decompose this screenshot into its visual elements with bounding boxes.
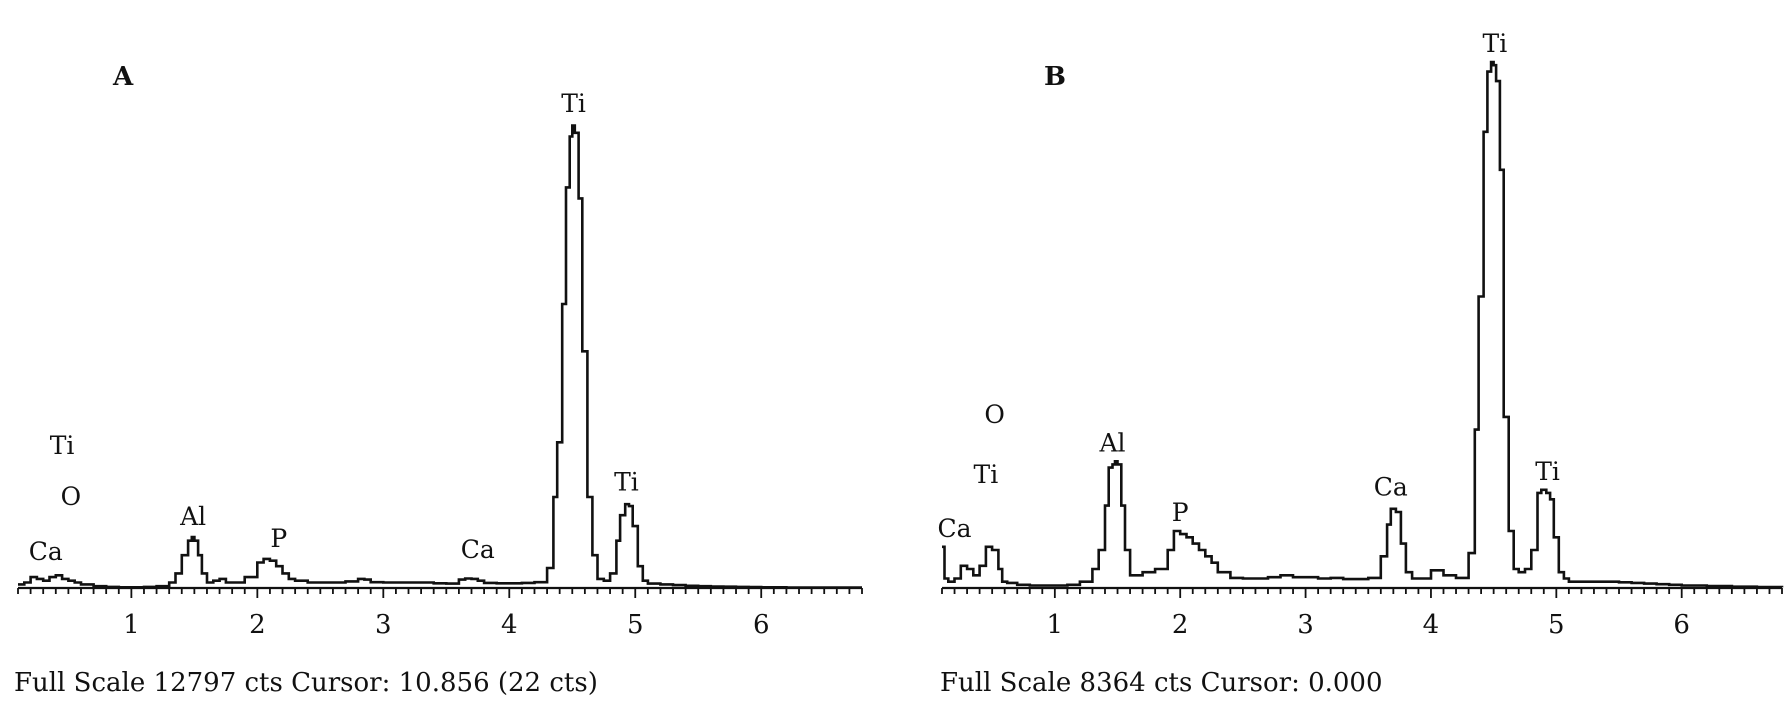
peak-label: Ti	[561, 89, 586, 118]
peak-label: Ti	[974, 460, 999, 489]
peak-label: O	[984, 400, 1005, 429]
peak-label: O	[61, 482, 82, 511]
peak-label: Ca	[1374, 473, 1408, 502]
panel-label: A	[112, 62, 134, 92]
panel-label: B	[1044, 62, 1066, 92]
peak-label: Ti	[614, 468, 639, 497]
x-tick-label: 1	[1047, 610, 1064, 640]
spectrum-series-line	[942, 60, 1784, 589]
x-tick-label: 4	[501, 610, 518, 640]
peak-label: Ca	[461, 535, 495, 564]
peak-label: Ca	[938, 514, 972, 543]
x-tick-label: 3	[375, 610, 392, 640]
x-tick-label: 2	[1172, 610, 1189, 640]
x-tick-label: 2	[249, 610, 266, 640]
footer-status: Full Scale 12797 cts Cursor: 10.856 (22 …	[14, 668, 598, 698]
x-tick-label: 6	[1673, 610, 1690, 640]
spectrum-series-line	[18, 124, 862, 589]
x-tick-label: 3	[1297, 610, 1314, 640]
spectrum-panel-a: A 1 2 3 4 5 6 Ti Ti Ti O Ca Al P Ca Full Scale 12797…	[14, 62, 863, 698]
peak-label: Ti	[50, 431, 75, 460]
peak-label: Ca	[29, 537, 63, 566]
peak-label: Ti	[1535, 457, 1560, 486]
x-tick-label: 5	[627, 610, 644, 640]
footer-status: Full Scale 8364 cts Cursor: 0.000	[940, 668, 1383, 698]
spectrum-panel-b: B 1 2 3 4 5 6 Ti Ti Ti O Ca Al P Ca Full Scale 8364 …	[938, 29, 1784, 698]
peak-label: Ti	[1483, 29, 1508, 58]
x-tick-label: 6	[753, 610, 770, 640]
x-tick-label: 1	[123, 610, 140, 640]
x-tick-label: 5	[1548, 610, 1565, 640]
peak-label: Al	[179, 502, 206, 531]
peak-label: P	[1172, 498, 1189, 527]
x-tick-label: 4	[1423, 610, 1440, 640]
peak-label: Al	[1098, 428, 1125, 457]
peak-label: P	[270, 524, 287, 553]
